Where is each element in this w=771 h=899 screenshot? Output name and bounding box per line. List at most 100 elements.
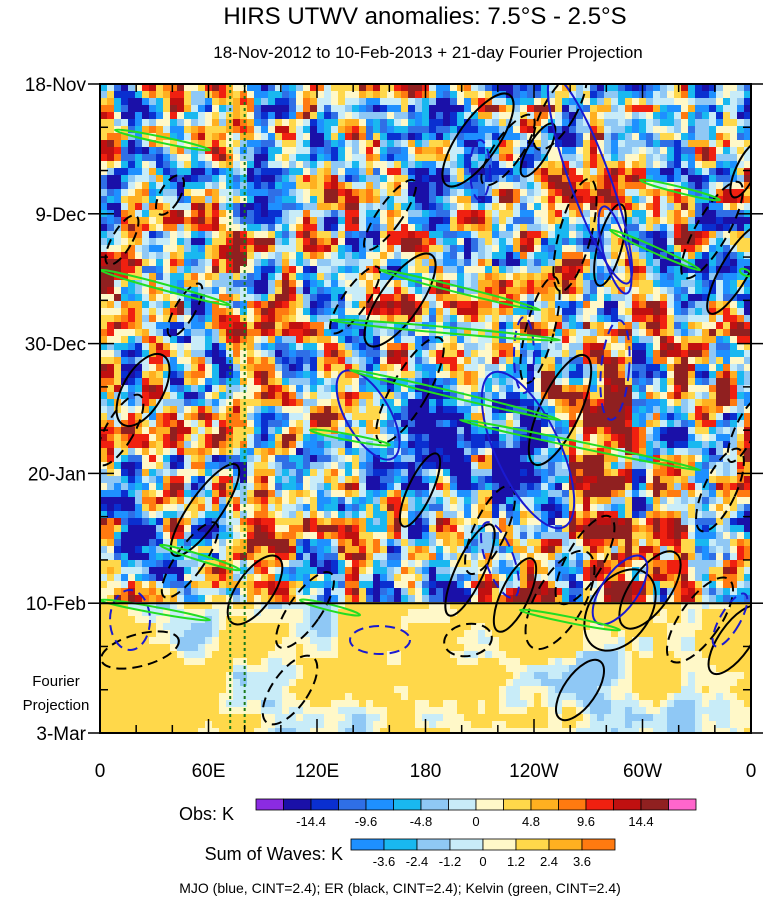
chart-title: HIRS UTWV anomalies: 7.5°S - 2.5°S bbox=[223, 3, 626, 30]
mjo-contour bbox=[711, 592, 749, 648]
colorbar-swatch bbox=[482, 838, 517, 851]
colorbar-swatch bbox=[449, 838, 484, 851]
er-contour bbox=[680, 180, 744, 280]
er-contour bbox=[583, 568, 657, 652]
x-tick-label: 0 bbox=[746, 761, 757, 782]
x-axis: 0 60E 120E 180 120W 60W 0 bbox=[95, 84, 757, 782]
colorbar-swatch bbox=[613, 798, 642, 811]
er-contour bbox=[443, 622, 493, 658]
mjo-contour bbox=[480, 521, 520, 599]
colorbar-swatch bbox=[283, 798, 312, 811]
er-contour bbox=[100, 393, 145, 467]
kelvin-contour bbox=[638, 178, 722, 202]
colorbar-swatch bbox=[350, 838, 385, 851]
colorbar-swatch bbox=[338, 798, 367, 811]
y-tick-label: 30-Dec bbox=[25, 335, 86, 356]
colorbar-swatch bbox=[365, 798, 394, 811]
y-axis: 18-Nov 9-Dec 30-Dec 20-Jan 10-Feb 3-Mar bbox=[25, 75, 763, 745]
colorbar-tick-label: 14.4 bbox=[628, 814, 653, 829]
colorbar-swatch bbox=[558, 798, 587, 811]
mjo-contour bbox=[109, 589, 151, 651]
colorbar-tick-label: 9.6 bbox=[577, 814, 595, 829]
kelvin-contour bbox=[298, 598, 362, 617]
er-contour bbox=[115, 352, 171, 428]
er-contour bbox=[524, 549, 596, 651]
legend-footer: MJO (blue, CINT=2.4); ER (black, CINT=2.… bbox=[179, 880, 621, 896]
er-contour bbox=[441, 92, 515, 188]
colorbar-swatch bbox=[530, 798, 559, 811]
kelvin-contour bbox=[113, 128, 212, 152]
colorbar-swatch bbox=[310, 798, 339, 811]
x-tick-label: 120W bbox=[509, 761, 559, 782]
er-contour bbox=[155, 174, 185, 216]
colorbar-swatch bbox=[581, 838, 616, 851]
colorbar-swatch bbox=[668, 798, 697, 811]
er-contour bbox=[160, 521, 220, 599]
kelvin-contour bbox=[348, 368, 562, 422]
kelvin-contour bbox=[738, 267, 751, 278]
reference-lines bbox=[229, 84, 246, 733]
colorbar-swatch bbox=[448, 798, 477, 811]
er-contour bbox=[726, 396, 751, 464]
er-contour bbox=[729, 141, 751, 199]
colorbar-tick-label: -2.4 bbox=[406, 854, 428, 869]
y-tick-label: 20-Jan bbox=[28, 464, 86, 485]
er-contour bbox=[593, 203, 627, 287]
er-contour bbox=[492, 557, 538, 633]
colorbar-tick-label: -1.2 bbox=[439, 854, 461, 869]
kelvin-contour bbox=[100, 598, 212, 622]
kelvin-contour bbox=[378, 268, 542, 312]
chart-subtitle: 18-Nov-2012 to 10-Feb-2013 + 21-day Four… bbox=[213, 43, 643, 62]
colorbar-swatch bbox=[393, 798, 422, 811]
er-contour bbox=[532, 84, 588, 151]
colorbar-tick-label: -14.4 bbox=[296, 814, 326, 829]
colorbar-swatch bbox=[420, 798, 449, 811]
kelvin-contour bbox=[308, 428, 392, 447]
colorbar-swatch bbox=[585, 798, 614, 811]
er-contour bbox=[261, 654, 319, 726]
mjo-contour bbox=[546, 84, 634, 285]
er-contour bbox=[166, 282, 204, 338]
x-tick-label: 120E bbox=[295, 761, 339, 782]
colorbar-swatch bbox=[416, 838, 451, 851]
er-contour bbox=[362, 178, 418, 252]
er-contour bbox=[169, 463, 241, 557]
er-contour bbox=[519, 275, 561, 385]
colorbar-swatch bbox=[503, 798, 532, 811]
mjo-contour bbox=[597, 205, 633, 295]
colorbar-tick-label: 2.4 bbox=[540, 854, 558, 869]
y-tick-label: 9-Dec bbox=[35, 205, 86, 226]
mjo-contour bbox=[599, 319, 631, 421]
colorbar-tick-label: -4.8 bbox=[410, 814, 432, 829]
colorbar-swatch bbox=[640, 798, 669, 811]
er-contour bbox=[226, 554, 284, 626]
er-contour bbox=[707, 604, 751, 676]
x-tick-label: 180 bbox=[410, 761, 442, 782]
mjo-contour bbox=[335, 369, 401, 461]
y-tick-label: 18-Nov bbox=[25, 75, 87, 96]
x-tick-label: 0 bbox=[95, 761, 106, 782]
er-contour bbox=[363, 252, 437, 348]
x-tick-label: 60E bbox=[192, 761, 226, 782]
er-contour bbox=[695, 447, 745, 533]
er-contour bbox=[480, 113, 536, 187]
er-contour bbox=[444, 523, 496, 617]
kelvin-contour bbox=[458, 418, 702, 472]
anomaly-field bbox=[100, 84, 751, 733]
colorbar-tick-label: 3.6 bbox=[573, 854, 591, 869]
colorbar-swatch bbox=[383, 838, 418, 851]
er-contour bbox=[618, 550, 682, 630]
colorbar-swatch bbox=[475, 798, 504, 811]
waves-colorbar: -3.6 -2.4 -1.2 0 1.2 2.4 3.6 bbox=[350, 838, 616, 869]
colorbar-tick-label: 1.2 bbox=[507, 854, 525, 869]
waves-colorbar-label: Sum of Waves: K bbox=[205, 844, 343, 864]
colorbar-tick-label: 0 bbox=[479, 854, 486, 869]
colorbar-tick-label: -9.6 bbox=[355, 814, 377, 829]
obs-colorbar-label: Obs: K bbox=[179, 804, 234, 824]
kelvin-contour bbox=[518, 608, 622, 632]
x-tick-label: 60W bbox=[623, 761, 662, 782]
kelvin-contour bbox=[328, 318, 562, 342]
er-contour bbox=[665, 576, 735, 664]
colorbar-swatch bbox=[255, 798, 284, 811]
